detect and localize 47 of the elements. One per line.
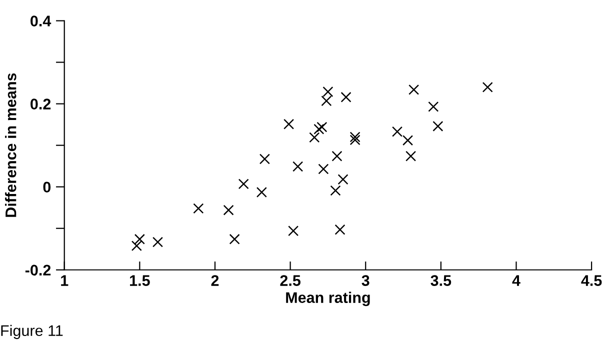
point	[432, 120, 444, 132]
point	[334, 224, 346, 235]
x-tick-label: 4.5	[581, 275, 602, 286]
point	[256, 186, 267, 198]
caption: Figure 11	[1, 324, 63, 340]
point	[392, 126, 403, 137]
point	[350, 134, 360, 146]
point	[229, 234, 240, 244]
point	[428, 101, 439, 112]
point	[284, 118, 294, 130]
point	[402, 135, 414, 146]
point	[338, 174, 348, 185]
y-tick-label: 0.4	[30, 16, 52, 26]
x-tick-label: 2.5	[280, 275, 300, 286]
x-tick-label: 4	[512, 275, 520, 286]
point	[330, 185, 341, 196]
x-tick-label: 3	[362, 275, 370, 286]
point	[316, 122, 328, 132]
point	[292, 161, 304, 172]
point	[134, 234, 145, 244]
point	[314, 124, 324, 134]
y-tick-label: -0.2	[25, 264, 51, 276]
point	[238, 178, 249, 190]
x-tick-label: 3.5	[430, 275, 452, 286]
point	[193, 203, 204, 214]
point	[408, 84, 420, 95]
point	[322, 86, 334, 98]
point	[482, 82, 493, 92]
point	[223, 204, 234, 216]
point	[332, 150, 342, 162]
x-tick-label: 1.5	[130, 275, 150, 286]
point	[259, 154, 270, 164]
point	[309, 132, 320, 143]
point	[318, 164, 329, 174]
point	[288, 226, 299, 236]
point	[340, 92, 352, 102]
y-axis-title: Difference in means	[5, 73, 16, 217]
point	[131, 240, 142, 252]
y-tick-label: 0.2	[30, 98, 51, 110]
point	[321, 96, 332, 106]
x-tick-label: 1	[61, 275, 68, 286]
x-tick-label: 2	[211, 275, 219, 286]
point	[350, 132, 360, 142]
point	[406, 150, 416, 162]
point	[152, 236, 164, 248]
x-axis-title: Mean rating	[286, 292, 370, 306]
y-tick-label: 0	[43, 182, 51, 193]
